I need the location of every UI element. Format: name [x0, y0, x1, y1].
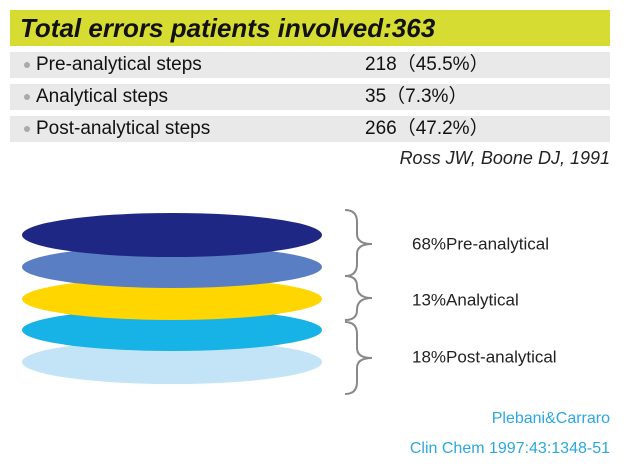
row-label: Pre-analytical steps — [36, 54, 202, 75]
source: Clin Chem 1997:43:1348-51 — [409, 440, 610, 457]
table-row: Pre-analytical steps 218（45.5%） — [10, 52, 610, 78]
source: Plebani&Carraro — [491, 410, 610, 427]
row-value: 35（7.3%） — [365, 86, 468, 107]
brace — [344, 321, 373, 395]
brace-label: 13%Analytical — [412, 290, 519, 309]
row-label: Analytical steps — [36, 86, 169, 107]
layer — [22, 213, 322, 257]
layer — [22, 309, 322, 351]
layer — [22, 340, 322, 384]
row-value: 266（47.2%） — [365, 118, 489, 139]
title: Total errors patients involved:363 — [10, 10, 610, 46]
row-label: Post-analytical steps — [36, 118, 211, 139]
table-row: Analytical steps 35（7.3%） — [10, 84, 610, 110]
layer — [22, 246, 322, 288]
layer — [22, 278, 322, 320]
brace-label: 68%Pre-analytical — [412, 234, 549, 253]
bullet — [24, 62, 30, 68]
bullet — [24, 94, 30, 100]
brace — [344, 275, 373, 321]
citation: Ross JW, Boone DJ, 1991 — [399, 148, 610, 168]
brace-label: 18%Post-analytical — [412, 347, 557, 366]
row-value: 218（45.5%） — [365, 54, 489, 75]
bullet — [24, 126, 30, 132]
table-row: Post-analytical steps 266（47.2%） — [10, 116, 610, 142]
brace — [344, 209, 373, 277]
